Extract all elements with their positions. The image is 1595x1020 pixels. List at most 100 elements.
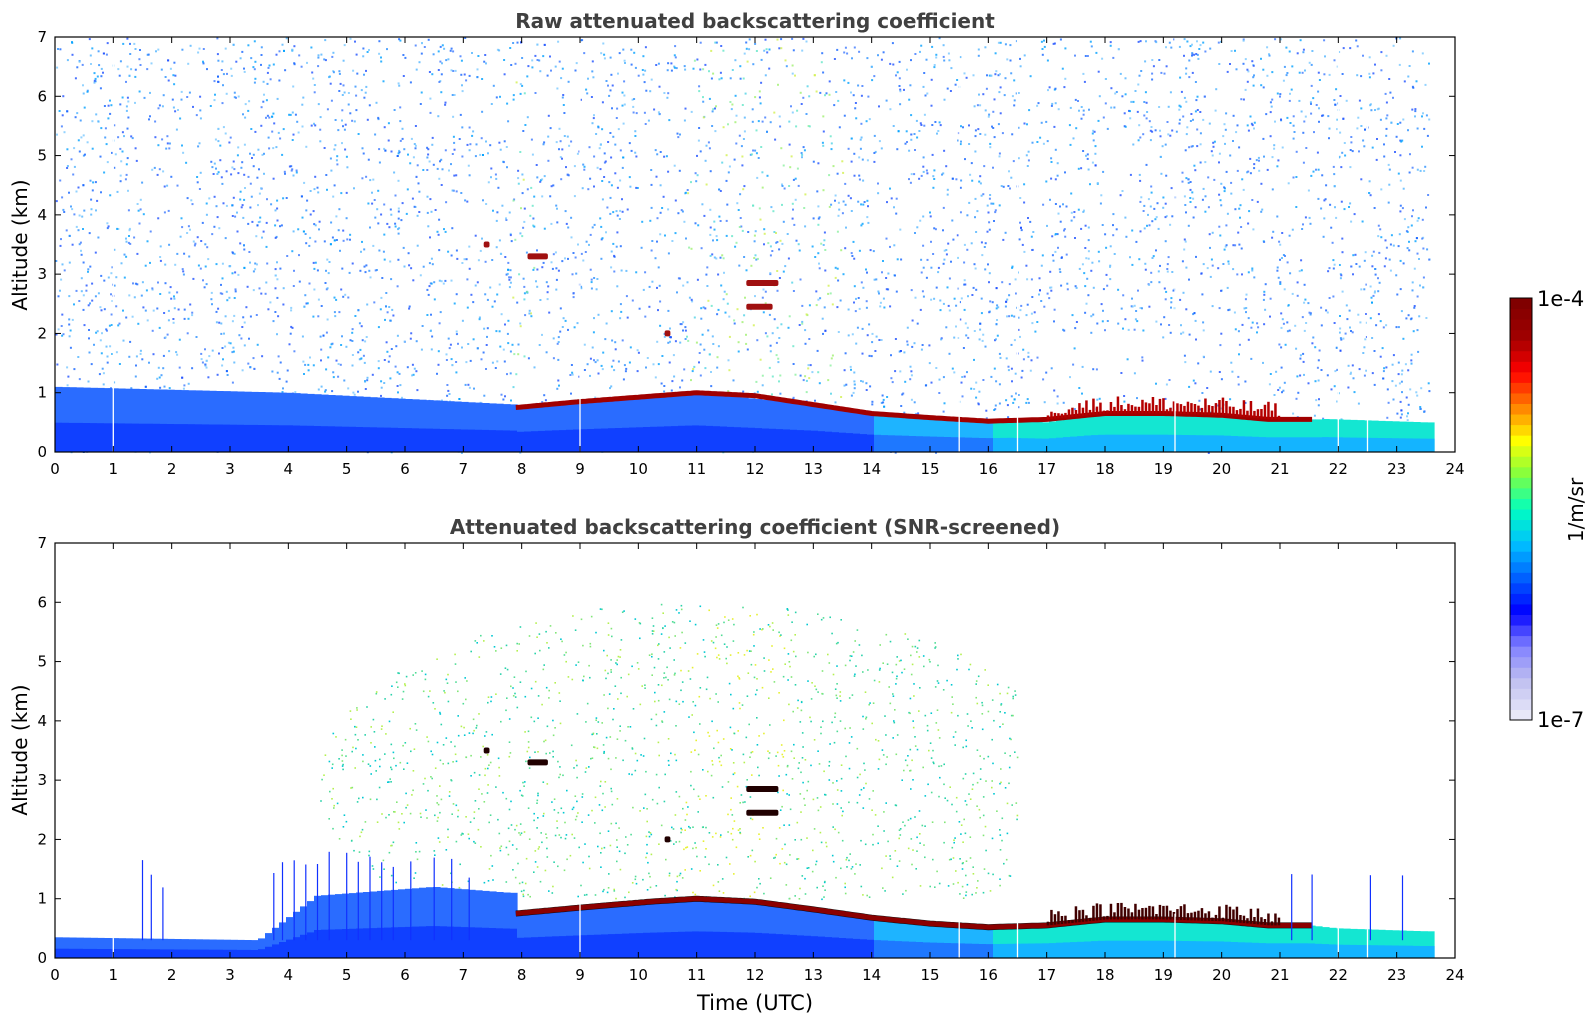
noise-pixel <box>802 146 805 149</box>
noise-pixel <box>571 371 574 374</box>
noise-pixel <box>399 39 402 42</box>
noise-pixel <box>931 153 934 156</box>
noise-pixel <box>162 354 165 357</box>
noise-pixel <box>772 210 775 213</box>
noise-pixel <box>438 322 441 325</box>
noise-pixel <box>1421 218 1424 221</box>
noise-pixel <box>69 346 72 349</box>
noise-pixel <box>534 54 537 57</box>
noise-pixel <box>619 179 622 182</box>
noise-pixel <box>787 326 790 329</box>
noise-pixel <box>1202 263 1205 266</box>
noise-pixel <box>638 307 641 310</box>
noise-pixel <box>878 140 881 143</box>
noise-pixel <box>71 208 74 211</box>
noise-pixel <box>1030 278 1033 281</box>
noise-pixel <box>690 247 693 250</box>
noise-pixel <box>145 289 148 292</box>
noise-pixel <box>427 225 430 228</box>
noise-pixel <box>247 175 250 178</box>
noise-pixel <box>728 315 731 318</box>
noise-pixel <box>649 219 652 222</box>
noise-pixel <box>922 215 925 218</box>
noise-pixel <box>589 374 591 377</box>
noise-pixel <box>351 331 354 334</box>
noise-pixel <box>1006 58 1009 61</box>
noise-pixel <box>1249 157 1252 160</box>
noise-pixel <box>125 163 128 166</box>
noise-pixel <box>396 371 399 374</box>
noise-pixel <box>134 147 137 150</box>
noise-pixel <box>122 309 124 312</box>
noise-pixel <box>879 305 882 308</box>
noise-pixel <box>359 348 362 351</box>
noise-pixel <box>298 54 301 57</box>
noise-pixel <box>861 158 864 161</box>
noise-pixel <box>1009 187 1011 190</box>
noise-pixel <box>509 276 512 279</box>
noise-pixel <box>552 337 555 340</box>
noise-pixel <box>725 154 728 157</box>
noise-pixel <box>858 156 861 159</box>
noise-pixel <box>221 262 224 265</box>
noise-pixel <box>1054 178 1057 181</box>
noise-pixel <box>62 95 65 98</box>
noise-pixel <box>345 345 348 348</box>
noise-pixel <box>390 150 393 153</box>
noise-pixel <box>540 179 542 182</box>
noise-pixel <box>480 137 483 140</box>
noise-pixel <box>568 144 571 147</box>
noise-pixel <box>692 368 695 370</box>
noise-pixel <box>910 138 913 141</box>
noise-pixel <box>629 185 632 188</box>
noise-pixel <box>243 70 246 73</box>
noise-pixel <box>1252 76 1255 79</box>
noise-pixel <box>451 153 454 155</box>
noise-pixel <box>782 270 785 273</box>
noise-pixel <box>1138 173 1141 176</box>
noise-pixel <box>1161 145 1164 148</box>
noise-pixel <box>426 146 429 149</box>
noise-pixel <box>409 81 412 84</box>
noise-pixel <box>1410 359 1413 362</box>
noise-pixel <box>472 130 475 133</box>
noise-pixel <box>671 240 674 242</box>
noise-pixel <box>104 127 107 130</box>
noise-pixel <box>1339 327 1342 330</box>
noise-pixel <box>1194 382 1197 385</box>
noise-pixel <box>199 109 202 112</box>
noise-pixel <box>137 322 140 325</box>
noise-pixel <box>545 281 548 284</box>
noise-pixel <box>338 90 341 92</box>
noise-pixel <box>1268 383 1271 386</box>
noise-pixel <box>56 66 59 69</box>
noise-pixel <box>244 103 247 106</box>
noise-pixel <box>599 168 602 171</box>
noise-pixel <box>972 286 975 289</box>
noise-pixel <box>56 363 59 366</box>
noise-pixel <box>1183 195 1186 198</box>
noise-pixel <box>777 361 780 364</box>
noise-pixel <box>218 321 221 324</box>
noise-pixel <box>714 107 716 110</box>
noise-pixel <box>621 91 624 94</box>
noise-pixel <box>1333 322 1336 324</box>
noise-pixel <box>1332 267 1335 270</box>
noise-pixel <box>574 69 577 72</box>
noise-pixel <box>113 284 116 287</box>
noise-pixel <box>660 382 663 385</box>
noise-pixel <box>1257 326 1260 329</box>
noise-pixel <box>167 79 170 82</box>
noise-pixel <box>467 343 470 345</box>
noise-pixel <box>631 98 634 101</box>
noise-pixel <box>652 363 655 366</box>
noise-pixel <box>364 91 367 94</box>
noise-pixel <box>293 269 295 272</box>
noise-pixel <box>922 156 925 159</box>
noise-pixel <box>1310 84 1313 87</box>
noise-pixel <box>759 218 762 221</box>
noise-pixel <box>917 412 920 415</box>
noise-pixel <box>1139 307 1142 309</box>
noise-pixel <box>764 116 767 119</box>
noise-pixel <box>1080 117 1083 120</box>
